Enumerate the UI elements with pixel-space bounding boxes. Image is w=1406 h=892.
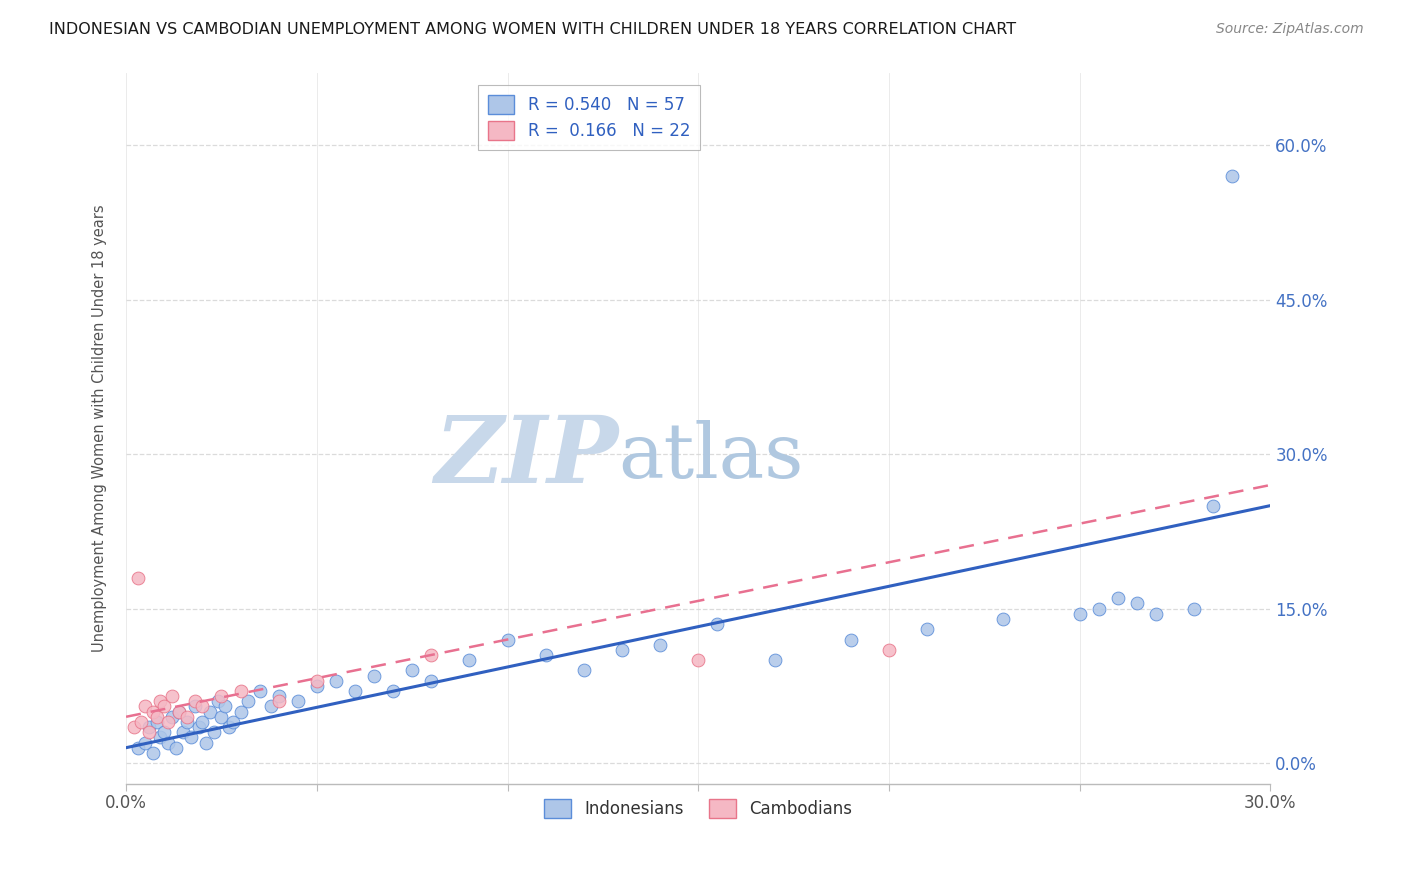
Point bbox=[229, 705, 252, 719]
Point bbox=[134, 699, 156, 714]
Point bbox=[420, 673, 443, 688]
Point bbox=[763, 653, 786, 667]
Text: 30.0%: 30.0% bbox=[1244, 794, 1296, 812]
Point bbox=[169, 705, 191, 719]
Point bbox=[180, 731, 202, 745]
Point bbox=[993, 612, 1015, 626]
Point bbox=[131, 714, 153, 729]
Text: ZIP: ZIP bbox=[434, 412, 619, 502]
Point bbox=[229, 684, 252, 698]
Point bbox=[169, 705, 191, 719]
Point bbox=[260, 699, 283, 714]
Text: 0.0%: 0.0% bbox=[105, 794, 148, 812]
Point bbox=[207, 694, 229, 708]
Y-axis label: Unemployment Among Women with Children Under 18 years: Unemployment Among Women with Children U… bbox=[93, 204, 107, 652]
Point bbox=[343, 684, 366, 698]
Point bbox=[1202, 499, 1225, 513]
Point bbox=[1087, 601, 1109, 615]
Point bbox=[149, 694, 172, 708]
Point bbox=[222, 714, 245, 729]
Point bbox=[218, 720, 240, 734]
Point bbox=[176, 710, 198, 724]
Point bbox=[191, 714, 214, 729]
Point bbox=[160, 710, 183, 724]
Point bbox=[287, 694, 309, 708]
Point bbox=[572, 664, 595, 678]
Point bbox=[176, 714, 198, 729]
Point bbox=[153, 699, 176, 714]
Point bbox=[610, 643, 633, 657]
Point bbox=[134, 735, 156, 749]
Point bbox=[496, 632, 519, 647]
Point bbox=[127, 571, 149, 585]
Point bbox=[214, 699, 236, 714]
Point bbox=[153, 725, 176, 739]
Point bbox=[145, 714, 167, 729]
Point bbox=[138, 725, 160, 739]
Point bbox=[688, 653, 710, 667]
Point bbox=[1144, 607, 1167, 621]
Point bbox=[305, 673, 328, 688]
Point bbox=[1069, 607, 1091, 621]
Point bbox=[267, 689, 290, 703]
Point bbox=[1107, 591, 1129, 606]
Point bbox=[165, 740, 187, 755]
Point bbox=[839, 632, 862, 647]
Point bbox=[1126, 597, 1149, 611]
Point bbox=[420, 648, 443, 662]
Point bbox=[363, 668, 385, 682]
Point bbox=[915, 622, 938, 636]
Point bbox=[325, 673, 347, 688]
Point bbox=[1220, 169, 1243, 183]
Point bbox=[305, 679, 328, 693]
Point bbox=[648, 638, 671, 652]
Point bbox=[191, 699, 214, 714]
Point bbox=[195, 735, 218, 749]
Point bbox=[142, 746, 165, 760]
Point bbox=[127, 740, 149, 755]
Text: atlas: atlas bbox=[619, 420, 803, 494]
Point bbox=[122, 720, 145, 734]
Point bbox=[202, 725, 225, 739]
Point bbox=[706, 617, 728, 632]
Point bbox=[157, 714, 180, 729]
Point bbox=[187, 720, 209, 734]
Point bbox=[236, 694, 259, 708]
Point bbox=[138, 720, 160, 734]
Point bbox=[267, 694, 290, 708]
Point bbox=[184, 694, 207, 708]
Point bbox=[145, 710, 167, 724]
Text: INDONESIAN VS CAMBODIAN UNEMPLOYMENT AMONG WOMEN WITH CHILDREN UNDER 18 YEARS CO: INDONESIAN VS CAMBODIAN UNEMPLOYMENT AMO… bbox=[49, 22, 1017, 37]
Point bbox=[458, 653, 481, 667]
Legend: Indonesians, Cambodians: Indonesians, Cambodians bbox=[538, 793, 859, 825]
Point bbox=[401, 664, 423, 678]
Point bbox=[249, 684, 271, 698]
Point bbox=[142, 705, 165, 719]
Point bbox=[198, 705, 221, 719]
Point bbox=[382, 684, 405, 698]
Point bbox=[184, 699, 207, 714]
Text: Source: ZipAtlas.com: Source: ZipAtlas.com bbox=[1216, 22, 1364, 37]
Point bbox=[157, 735, 180, 749]
Point bbox=[149, 731, 172, 745]
Point bbox=[1182, 601, 1205, 615]
Point bbox=[172, 725, 194, 739]
Point bbox=[209, 710, 232, 724]
Point bbox=[877, 643, 900, 657]
Point bbox=[534, 648, 557, 662]
Point bbox=[160, 689, 183, 703]
Point bbox=[209, 689, 232, 703]
